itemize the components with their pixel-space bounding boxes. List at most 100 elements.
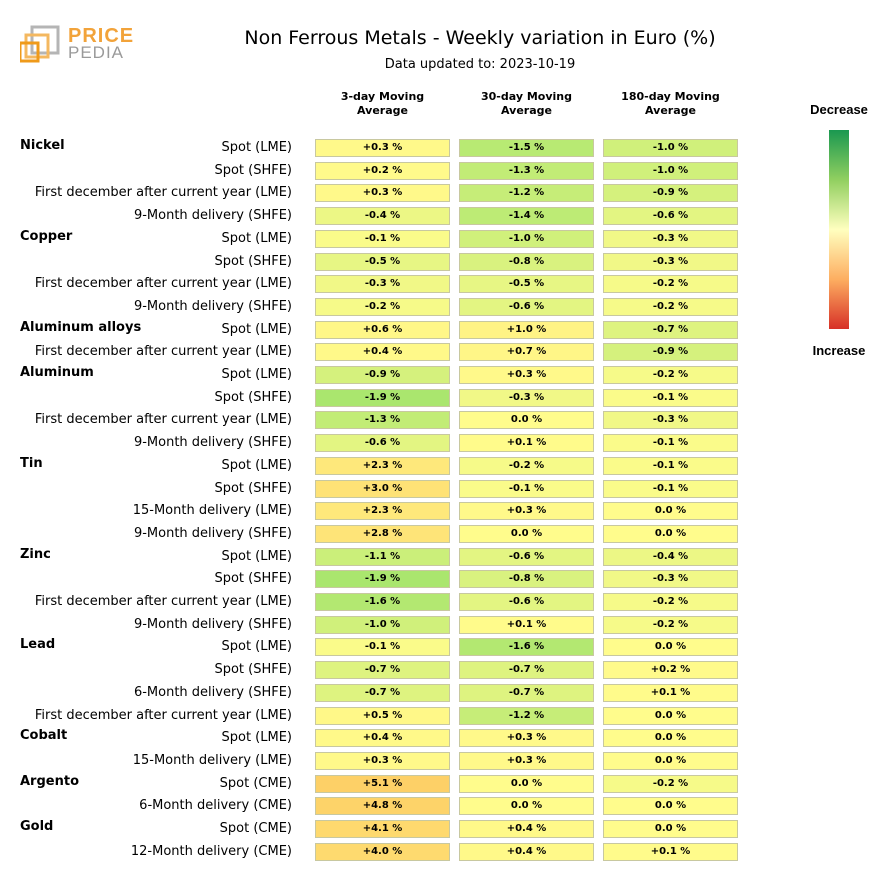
heatmap-cell: -0.8 %	[459, 252, 594, 271]
column-header-3day: 3-day Moving Average	[340, 90, 425, 117]
row-label: First december after current year (LME)	[34, 344, 292, 360]
legend-increase-label: Increase	[812, 343, 866, 358]
heatmap-cell: -0.3 %	[603, 252, 738, 271]
row-label: Spot (SHFE)	[214, 662, 292, 678]
heatmap-cell: 0.0 %	[459, 797, 594, 816]
heatmap-cell: -0.1 %	[315, 229, 450, 248]
heatmap-cell: -0.2 %	[603, 615, 738, 634]
heatmap-cell: +0.4 %	[459, 820, 594, 838]
heatmap-cell: -0.1 %	[603, 434, 738, 453]
heatmap-cell: +0.1 %	[459, 434, 594, 453]
row-label: Spot (SHFE)	[214, 253, 292, 269]
group-label: Zinc	[20, 546, 51, 562]
heatmap-cell: -0.3 %	[315, 275, 450, 294]
heatmap-cell: -0.1 %	[315, 638, 450, 657]
heatmap-cell: -1.2 %	[459, 706, 594, 725]
heatmap-cell: -1.4 %	[459, 207, 594, 226]
heatmap-cell: -1.0 %	[315, 615, 450, 634]
row-label: Spot (SHFE)	[214, 480, 292, 496]
group-label: Lead	[20, 637, 56, 653]
heatmap-cell: -0.1 %	[603, 479, 738, 498]
heatmap-cell: -0.2 %	[315, 297, 450, 316]
heatmap-cell: -1.0 %	[603, 161, 738, 180]
group-label: Tin	[20, 455, 43, 471]
heatmap-cell: +4.8 %	[315, 797, 450, 816]
heatmap-cell: -0.7 %	[459, 661, 594, 680]
group-label: Argento	[20, 773, 79, 789]
heatmap-cell: -0.5 %	[315, 252, 450, 271]
row-label: 6-Month delivery (SHFE)	[133, 684, 292, 700]
heatmap-cell: -0.2 %	[603, 593, 738, 611]
chart-title: Non Ferrous Metals - Weekly variation in…	[244, 27, 716, 49]
group-label: Copper	[20, 228, 73, 244]
heatmap-cell: 0.0 %	[603, 797, 738, 816]
heatmap-cell: -0.2 %	[603, 774, 738, 793]
heatmap-cell: +0.4 %	[315, 343, 450, 362]
heatmap-cell: -1.2 %	[459, 184, 594, 203]
heatmap-cell: +4.1 %	[315, 820, 450, 838]
heatmap-cell: +0.1 %	[459, 615, 594, 634]
heatmap-cell: +0.3 %	[459, 502, 594, 521]
heatmap-cell: +2.3 %	[315, 502, 450, 521]
heatmap-cell: -0.6 %	[459, 297, 594, 316]
row-label: First december after current year (LME)	[34, 276, 292, 292]
heatmap-cell: -0.2 %	[459, 456, 594, 475]
heatmap-cell: +0.5 %	[315, 706, 450, 725]
row-label: Spot (LME)	[221, 367, 292, 382]
row-label: Spot (CME)	[219, 821, 292, 836]
row-label: Spot (LME)	[221, 730, 292, 746]
heatmap-cell: -0.9 %	[603, 184, 738, 203]
heatmap-cell: 0.0 %	[603, 820, 738, 838]
heatmap-cell: +5.1 %	[315, 774, 450, 793]
heatmap-cell: -1.3 %	[315, 411, 450, 430]
heatmap-cell: +0.6 %	[315, 320, 450, 339]
heatmap-cell: 0.0 %	[459, 524, 594, 543]
row-label: 6-Month delivery (CME)	[139, 798, 292, 814]
heatmap-cell: -0.7 %	[315, 661, 450, 680]
row-label: 9-Month delivery (SHFE)	[133, 525, 292, 541]
row-label: 15-Month delivery (LME)	[132, 503, 292, 519]
heatmap-cell: -0.9 %	[315, 366, 450, 384]
row-label: 9-Month delivery (SHFE)	[133, 616, 292, 632]
heatmap-cell: -0.3 %	[603, 229, 738, 248]
heatmap-cell: 0.0 %	[603, 502, 738, 521]
heatmap-cell: -1.0 %	[459, 229, 594, 248]
heatmap-cell: 0.0 %	[459, 411, 594, 430]
row-label: Spot (LME)	[221, 140, 292, 155]
logo-word-pedia: PEDIA	[68, 43, 125, 62]
row-label: Spot (LME)	[221, 639, 292, 655]
heatmap-cell: +0.3 %	[459, 751, 594, 770]
heatmap-cell: -0.7 %	[459, 683, 594, 702]
heatmap-cell: +0.4 %	[459, 842, 594, 861]
heatmap-cell: -0.7 %	[315, 683, 450, 702]
heatmap-cell: +0.7 %	[459, 343, 594, 362]
heatmap-cell: +0.2 %	[315, 161, 450, 180]
heatmap-cell: -0.1 %	[603, 456, 738, 475]
column-header-30day: 30-day Moving Average	[481, 90, 572, 117]
row-label: 15-Month delivery (LME)	[132, 752, 292, 768]
row-label: First december after current year (LME)	[34, 707, 292, 723]
heatmap-cell: -0.3 %	[459, 388, 594, 407]
heatmap-cell: -1.6 %	[459, 638, 594, 657]
heatmap-cell: -0.5 %	[459, 275, 594, 294]
row-label: 12-Month delivery (CME)	[130, 843, 292, 859]
heatmap-cell: -0.3 %	[603, 411, 738, 430]
row-label: Spot (LME)	[221, 321, 292, 337]
heatmap-cell: -0.6 %	[315, 434, 450, 453]
heatmap-cell: -1.3 %	[459, 161, 594, 180]
heatmap-cell: -0.2 %	[603, 297, 738, 316]
heatmap-cell: -0.7 %	[603, 320, 738, 339]
heatmap-cell: -0.3 %	[603, 570, 738, 589]
heatmap-cell: +0.3 %	[459, 729, 594, 748]
heatmap-cell: +0.2 %	[603, 661, 738, 680]
row-label: Spot (LME)	[221, 457, 292, 473]
heatmap-cell: +1.0 %	[459, 320, 594, 339]
row-label: Spot (CME)	[219, 775, 292, 791]
heatmap-cell: -1.9 %	[315, 570, 450, 589]
heatmap-cell: -0.8 %	[459, 570, 594, 589]
heatmap-cell: -0.1 %	[459, 479, 594, 498]
heatmap-cell: +0.3 %	[459, 366, 594, 384]
logo-mark-icon	[18, 25, 60, 63]
heatmap-cell: +0.1 %	[603, 683, 738, 702]
heatmap-cell: -0.6 %	[603, 207, 738, 226]
